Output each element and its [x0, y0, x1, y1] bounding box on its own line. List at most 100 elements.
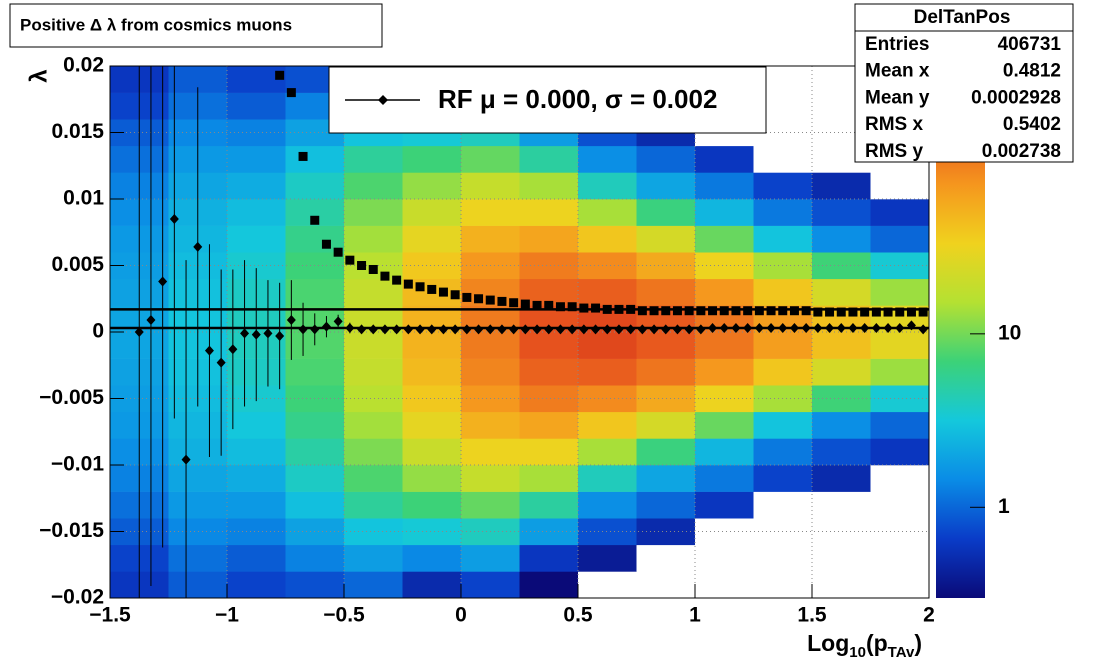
diamond-marker: [497, 324, 507, 335]
heat-cell: [695, 571, 754, 599]
diamond-marker: [789, 323, 799, 334]
heat-cell: [870, 199, 930, 226]
square-marker: [766, 306, 776, 316]
square-marker: [555, 302, 565, 312]
heat-cell: [812, 278, 871, 306]
heat-cell: [870, 518, 930, 546]
diamond-marker: [485, 324, 495, 335]
heat-cell: [285, 278, 345, 306]
heat-cell: [578, 465, 637, 492]
heat-cell: [285, 491, 345, 519]
heat-cell: [519, 199, 579, 226]
diamond-marker: [345, 323, 355, 334]
stats-label: RMS y: [865, 141, 924, 162]
heat-cell: [695, 225, 754, 253]
heat-cell: [753, 332, 813, 359]
heat-cell: [812, 465, 871, 492]
heat-cell: [636, 332, 696, 359]
heat-cell: [344, 571, 403, 599]
heat-cell: [519, 438, 579, 466]
heat-cell: [227, 544, 286, 572]
heat-cell: [753, 544, 813, 572]
heat-cell: [812, 332, 871, 359]
y-tick-label: 0.015: [51, 120, 104, 143]
x-axis-label-part: 10: [849, 644, 866, 661]
heat-cell: [285, 172, 345, 200]
heat-cell: [578, 438, 637, 466]
heat-cell: [402, 332, 462, 359]
heat-cell: [285, 411, 345, 439]
heat-cell: [519, 518, 579, 546]
heat-cell: [402, 252, 462, 280]
heat-cell: [344, 491, 403, 519]
heat-cell: [168, 465, 228, 492]
diamond-marker: [310, 324, 320, 335]
square-marker: [403, 279, 413, 289]
square-marker: [298, 151, 308, 161]
diamond-marker: [438, 324, 448, 335]
heat-cell: [695, 491, 754, 519]
heat-cell: [168, 571, 228, 599]
diamond-marker: [544, 324, 554, 335]
heat-cell: [812, 385, 871, 413]
heat-cell: [519, 571, 579, 599]
heat-cell: [519, 252, 579, 280]
diamond-marker: [825, 323, 835, 334]
diamond-marker: [860, 323, 870, 334]
heat-cell: [344, 145, 403, 173]
y-tick-label: −0.01: [51, 453, 104, 476]
heat-cell: [753, 358, 813, 386]
diamond-marker: [895, 323, 905, 334]
z-tick-label: 10: [998, 321, 1021, 344]
diamond-marker: [474, 324, 484, 335]
square-marker: [509, 298, 519, 308]
heat-cell: [227, 172, 286, 200]
heat-cell: [344, 465, 403, 492]
square-marker: [661, 306, 671, 316]
heat-cell: [344, 385, 403, 413]
diamond-marker: [661, 324, 671, 335]
heat-cell: [753, 145, 813, 173]
heat-cell: [461, 199, 520, 226]
heat-cell: [519, 491, 579, 519]
square-marker: [520, 299, 530, 309]
heat-cell: [168, 544, 228, 572]
heat-cell: [753, 438, 813, 466]
stats-label: Entries: [865, 34, 929, 55]
heat-cell: [227, 199, 286, 226]
square-marker: [626, 304, 636, 314]
stats-frame: [854, 3, 1074, 163]
square-marker: [719, 306, 729, 316]
square-marker: [392, 275, 402, 285]
x-tick-label: 1: [689, 604, 701, 627]
square-marker: [883, 307, 893, 317]
diamond-marker: [649, 324, 659, 335]
heat-cell: [344, 438, 403, 466]
heat-cell: [519, 225, 579, 253]
diamond-marker: [614, 324, 624, 335]
heat-cell: [636, 145, 696, 173]
diamond-marker: [801, 323, 811, 334]
diamond-marker: [848, 323, 858, 334]
x-tick-label: 1.5: [797, 604, 827, 627]
heat-cell: [402, 199, 462, 226]
profiles: [110, 66, 929, 598]
heat-cell: [519, 465, 579, 492]
heat-cell: [695, 544, 754, 572]
chart-title: Positive Δ λ from cosmics muons: [20, 15, 292, 34]
heat-cell: [695, 465, 754, 492]
square-marker: [591, 303, 601, 313]
heat-cell: [402, 145, 462, 173]
heat-cell: [461, 544, 520, 572]
x-tick-label: 2: [923, 604, 935, 627]
square-marker: [743, 306, 753, 316]
square-marker: [614, 304, 624, 314]
heat-cell: [695, 199, 754, 226]
diamond-marker: [462, 324, 472, 335]
heat-cell: [227, 571, 286, 599]
heat-cell: [636, 465, 696, 492]
diamond-marker: [626, 324, 636, 335]
heat-cell: [285, 465, 345, 492]
heat-cell: [285, 571, 345, 599]
diamond-marker: [204, 345, 214, 356]
